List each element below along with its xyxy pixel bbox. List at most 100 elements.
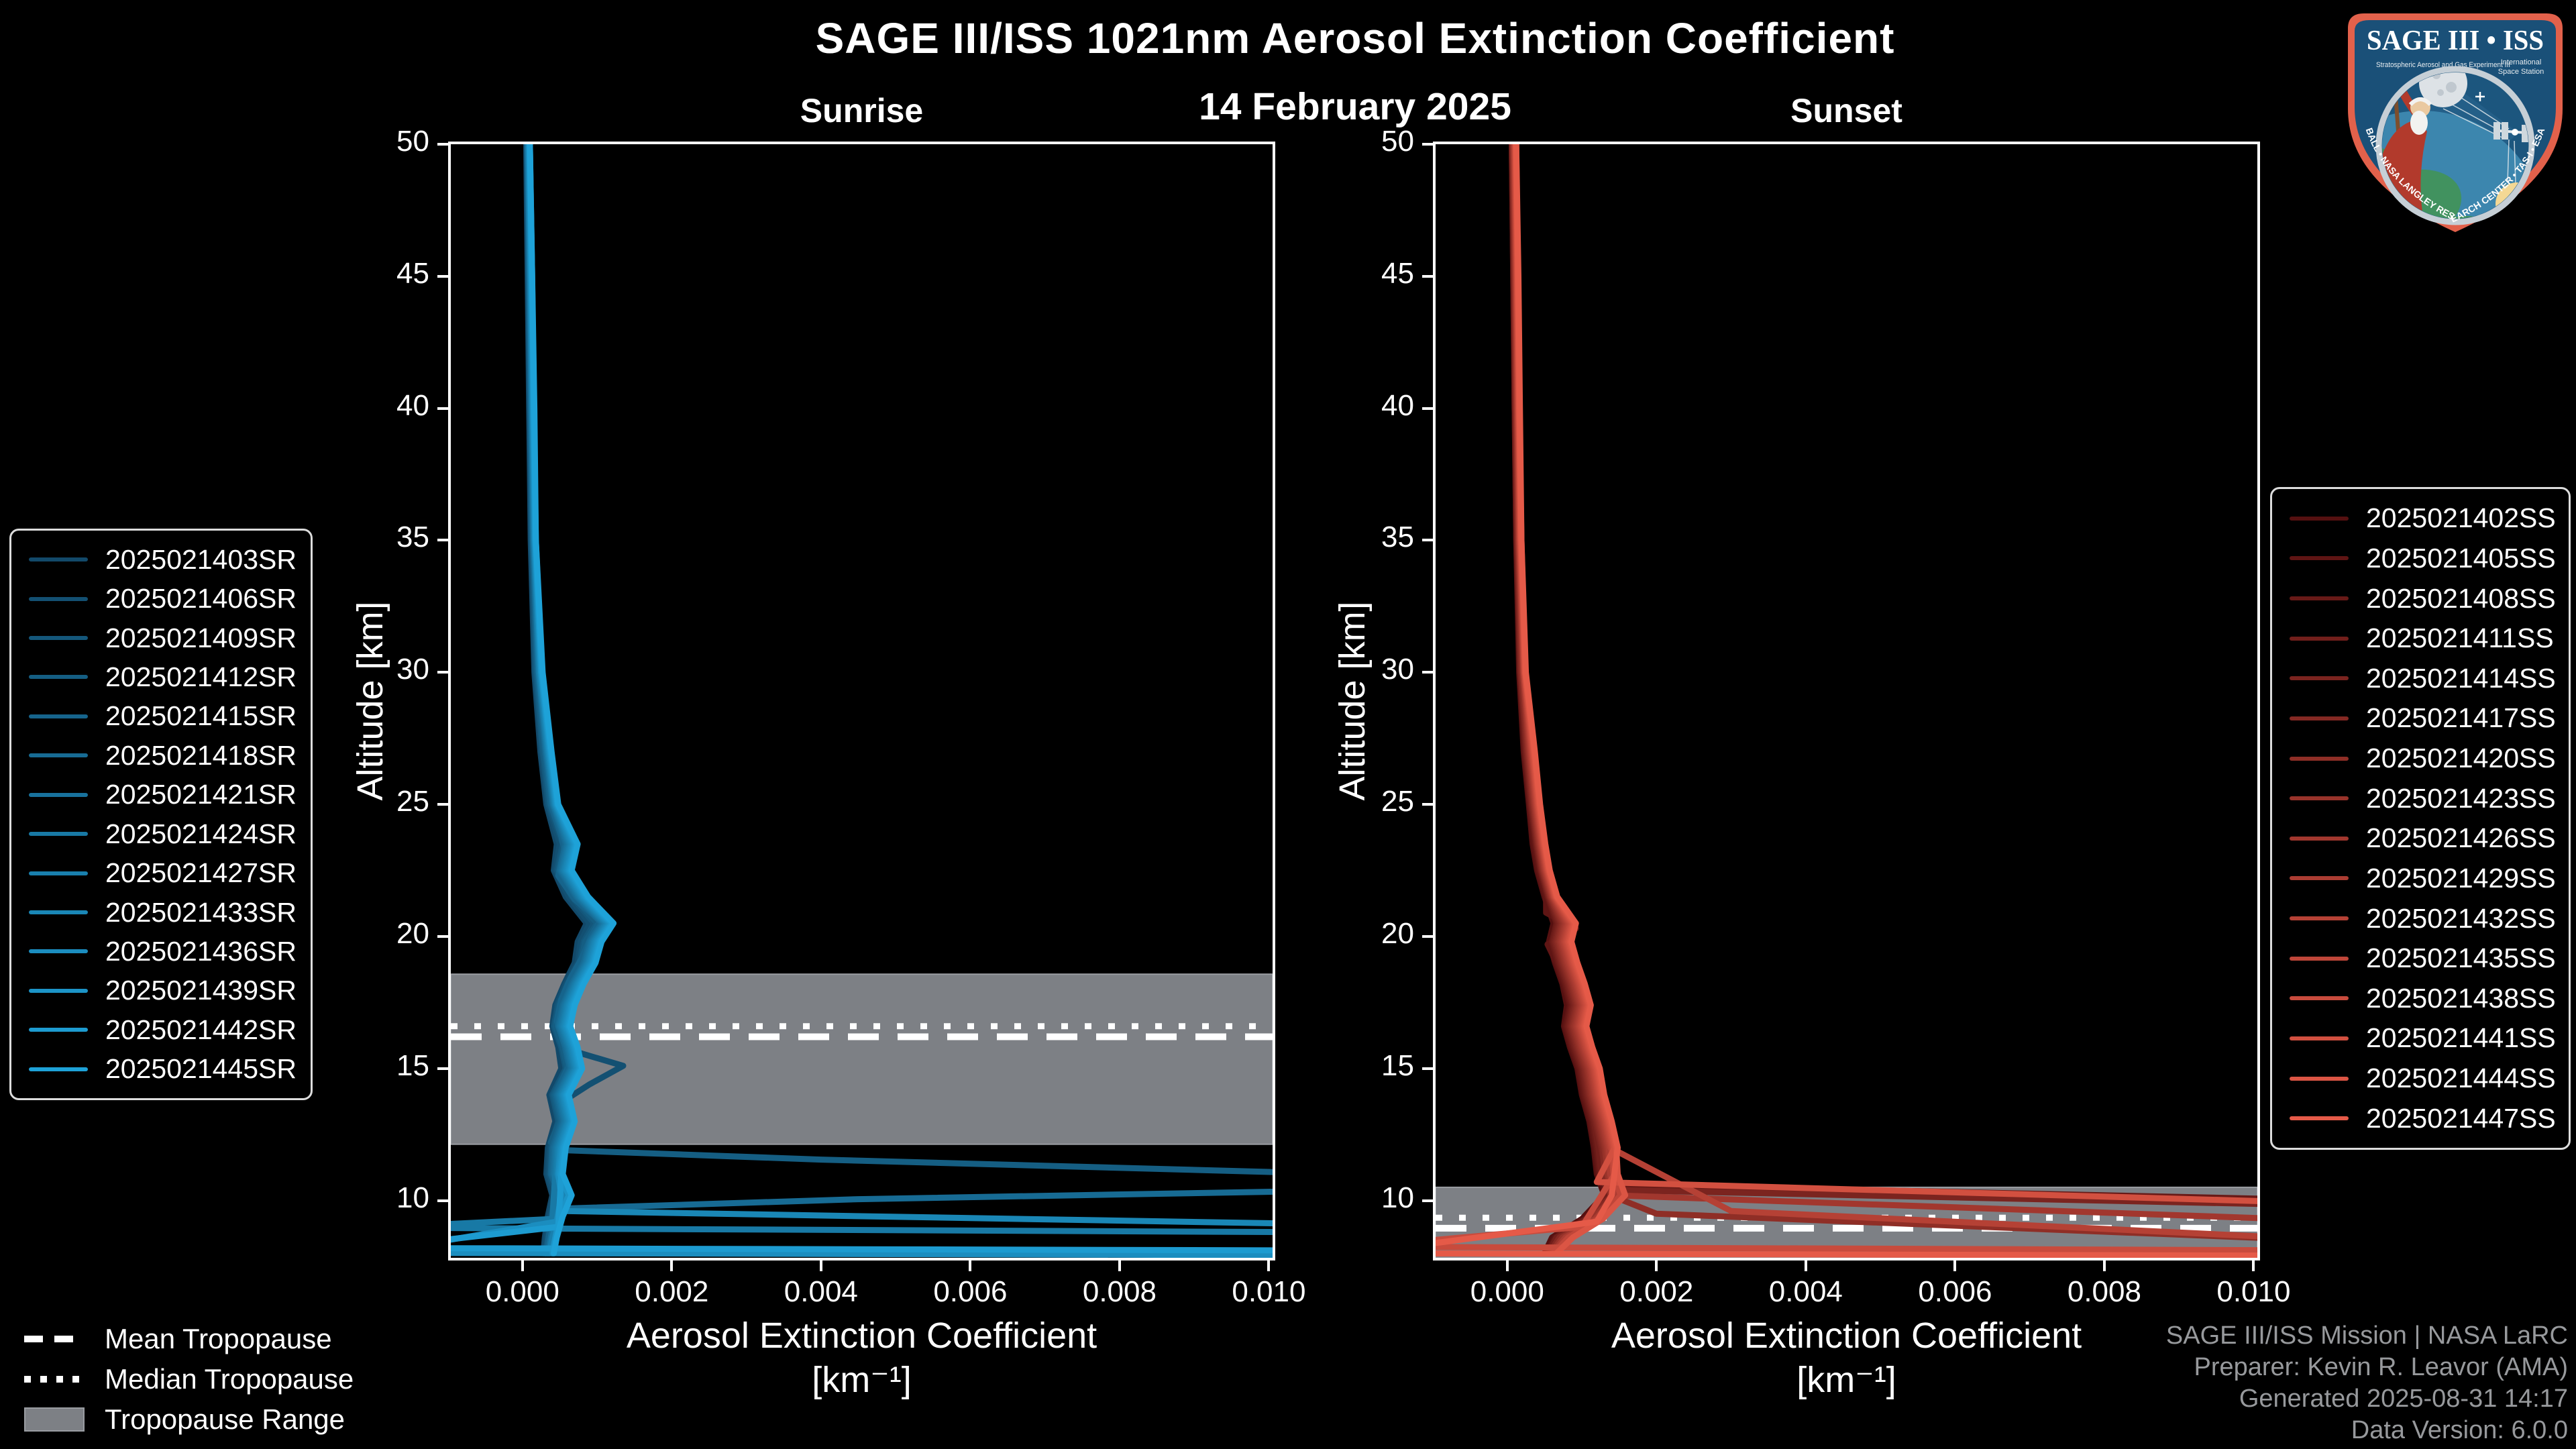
legend-label: 2025021423SS bbox=[2366, 782, 2556, 814]
x-tick bbox=[1118, 1260, 1121, 1271]
legend-item: 2025021420SS bbox=[2290, 743, 2569, 774]
legend-item: 2025021402SS bbox=[2290, 502, 2569, 534]
logo-subtitle-left: Stratospheric Aerosol and Gas Experiment… bbox=[2376, 61, 2510, 69]
gray-patch-sample bbox=[24, 1407, 85, 1432]
y-tick bbox=[437, 539, 448, 542]
legend-line-sample bbox=[29, 871, 88, 875]
legend-line-sample bbox=[29, 636, 88, 641]
legend-item: 2025021424SR bbox=[29, 818, 311, 850]
legend-label: 2025021408SS bbox=[2366, 582, 2556, 614]
legend-item: 2025021439SR bbox=[29, 975, 311, 1006]
legend-label: 2025021447SS bbox=[2366, 1102, 2556, 1134]
legend-item: 2025021418SR bbox=[29, 740, 311, 771]
legend-item: 2025021435SS bbox=[2290, 943, 2569, 974]
legend-label: 2025021417SS bbox=[2366, 702, 2556, 734]
legend-item: 2025021409SR bbox=[29, 623, 311, 654]
x-tick bbox=[2252, 1260, 2255, 1271]
legend-label: 2025021415SR bbox=[105, 700, 297, 732]
footer-generated: Generated 2025-08-31 14:17 bbox=[2239, 1385, 2568, 1413]
logo-subtitle-right-2: Space Station bbox=[2498, 68, 2544, 76]
footer-data-version: Data Version: 6.0.0 bbox=[2351, 1416, 2568, 1444]
y-tick-label: 15 bbox=[1381, 1049, 1414, 1082]
y-tick-label: 10 bbox=[396, 1181, 429, 1214]
legend-line-sample bbox=[2290, 916, 2349, 921]
legend-item: 2025021423SS bbox=[2290, 783, 2569, 814]
y-tick bbox=[437, 934, 448, 938]
logo-inner-ring bbox=[2375, 66, 2535, 225]
legend-item: 2025021433SR bbox=[29, 897, 311, 928]
y-tick-label: 35 bbox=[1381, 521, 1414, 554]
y-tick bbox=[437, 803, 448, 806]
legend-label: 2025021402SS bbox=[2366, 502, 2556, 534]
legend-line-sample bbox=[2290, 876, 2349, 881]
y-tick bbox=[437, 274, 448, 278]
legend-line-sample bbox=[2290, 956, 2349, 961]
legend-item: 2025021415SR bbox=[29, 700, 311, 732]
x-tick-label: 0.006 bbox=[933, 1275, 1008, 1308]
legend-item-mean-tropopause: Mean Tropopause bbox=[24, 1319, 354, 1359]
legend-line-sample bbox=[29, 1028, 88, 1032]
profile-2025021414SS bbox=[1509, 144, 2257, 1208]
legend-item: 2025021432SS bbox=[2290, 903, 2569, 934]
earth bbox=[2382, 111, 2528, 219]
legend-label: 2025021436SR bbox=[105, 935, 297, 967]
x-tick-label: 0.010 bbox=[1232, 1275, 1306, 1308]
panel-title-sunrise: Sunrise bbox=[800, 92, 924, 129]
legend-line-sample bbox=[29, 1067, 88, 1071]
profile-2025021444SS bbox=[1513, 144, 1629, 1256]
legend-label: 2025021438SS bbox=[2366, 982, 2556, 1014]
x-tick-label: 0.004 bbox=[784, 1275, 858, 1308]
legend-item: 2025021412SR bbox=[29, 661, 311, 693]
legend-label: 2025021432SS bbox=[2366, 902, 2556, 934]
x-tick-label: 0.000 bbox=[485, 1275, 559, 1308]
legend-line-sample bbox=[2290, 836, 2349, 841]
y-tick bbox=[437, 143, 448, 146]
legend-item: 2025021421SR bbox=[29, 779, 311, 810]
y-tick bbox=[1422, 934, 1433, 938]
y-tick-label: 35 bbox=[396, 521, 429, 554]
tropopause-range-band bbox=[451, 973, 1273, 1145]
x-tick-label: 0.008 bbox=[1082, 1275, 1157, 1308]
y-tick-label: 45 bbox=[1381, 256, 1414, 290]
legend-label: 2025021414SS bbox=[2366, 662, 2556, 694]
y-tick bbox=[1422, 671, 1433, 674]
legend-label: 2025021406SR bbox=[105, 583, 297, 614]
legend-sunset: 2025021402SS 2025021405SS 2025021408SS 2025… bbox=[2270, 487, 2571, 1150]
x-tick bbox=[1655, 1260, 1658, 1271]
y-tick bbox=[437, 1067, 448, 1070]
y-tick-label: 20 bbox=[1381, 916, 1414, 950]
y-tick-label: 20 bbox=[396, 916, 429, 950]
profile-2025021426SS bbox=[1511, 144, 2257, 1222]
y-tick bbox=[437, 407, 448, 410]
legend-label: 2025021411SS bbox=[2366, 623, 2554, 654]
sage-iii-iss-mission-logo: SAGE III • ISS Stratospheric Aerosol and… bbox=[2348, 13, 2563, 232]
x-tick bbox=[670, 1260, 674, 1271]
y-tick-label: 40 bbox=[1381, 388, 1414, 422]
profile-2025021447SS bbox=[1436, 144, 2257, 1258]
legend-line-sample bbox=[2290, 1076, 2349, 1081]
y-axis-label-sunset: Altitude [km] bbox=[1332, 601, 1373, 801]
x-axis-label-sunset: Aerosol Extinction Coefficient [km⁻¹] bbox=[1436, 1313, 2257, 1402]
panel-sunrise: 0.000 0.002 0.004 0.006 0.008 0.010 10 15 20 25 30… bbox=[396, 125, 1305, 1308]
sunrise-plot-svg bbox=[451, 144, 1273, 1258]
legend-line-sample bbox=[29, 949, 88, 954]
legend-line-sample bbox=[2290, 596, 2349, 601]
iss-icon bbox=[2493, 122, 2528, 142]
figure-title: SAGE III/ISS 1021nm Aerosol Extinction C… bbox=[815, 14, 1895, 62]
legend-label: 2025021429SS bbox=[2366, 862, 2556, 894]
moon bbox=[2419, 72, 2467, 107]
legend-label: Median Tropopause bbox=[105, 1363, 354, 1395]
legend-label: 2025021445SR bbox=[105, 1053, 297, 1085]
x-tick-label: 0.002 bbox=[635, 1275, 709, 1308]
legend-item: 2025021405SS bbox=[2290, 543, 2569, 574]
x-axis-label-text: Aerosol Extinction Coefficient bbox=[626, 1316, 1097, 1356]
x-tick bbox=[1804, 1260, 1807, 1271]
y-tick-label: 40 bbox=[396, 388, 429, 422]
x-tick-label: 0.004 bbox=[1768, 1275, 1843, 1308]
x-tick bbox=[969, 1260, 972, 1271]
legend-item-tropopause-range: Tropopause Range bbox=[24, 1399, 354, 1440]
profile-2025021441SS bbox=[1512, 144, 2257, 1204]
legend-item: 2025021444SS bbox=[2290, 1063, 2569, 1094]
x-tick bbox=[819, 1260, 822, 1271]
profile-2025021420SS bbox=[1510, 144, 2257, 1241]
